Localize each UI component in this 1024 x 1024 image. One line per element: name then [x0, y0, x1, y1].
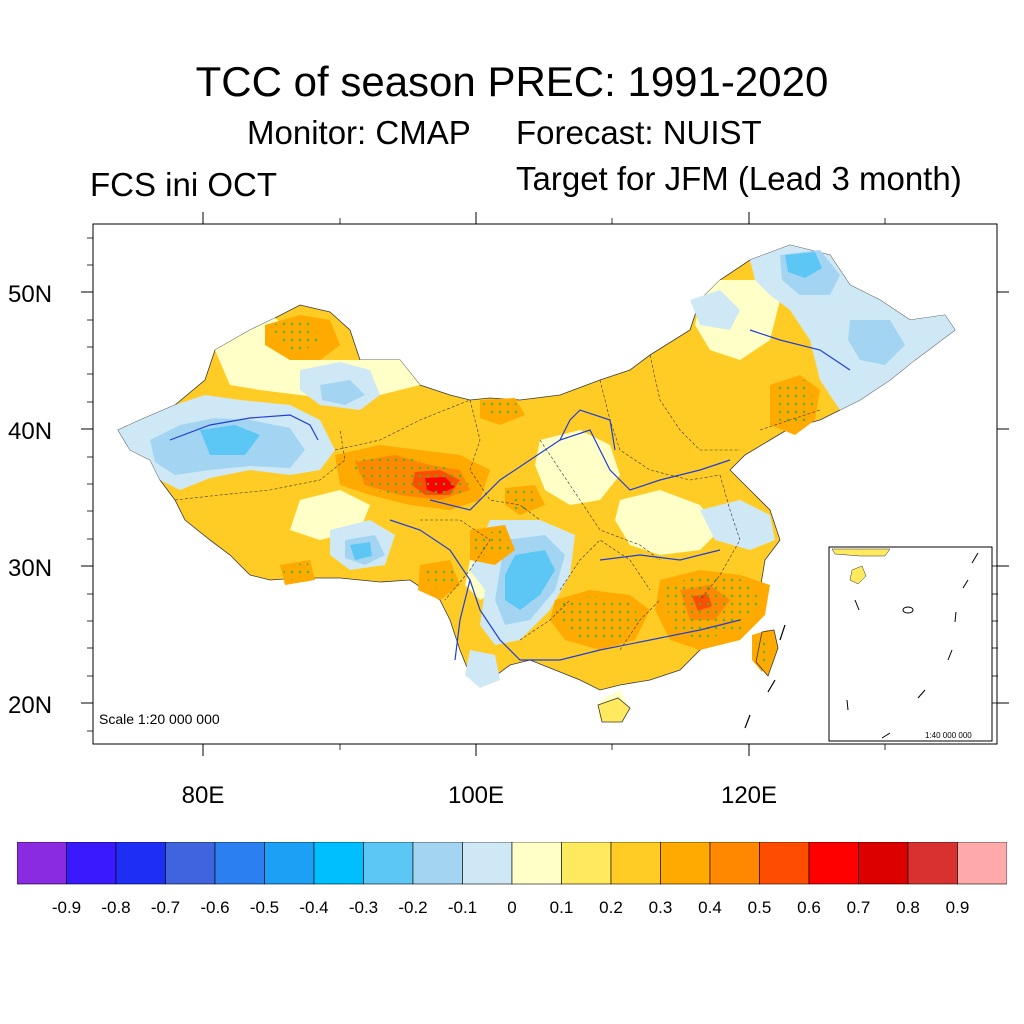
colorbar-swatch [165, 842, 216, 885]
hainan-island [597, 697, 631, 723]
colorbar-swatch [313, 842, 364, 885]
lat-ticks [81, 291, 1009, 704]
colorbar-swatch [412, 842, 463, 885]
colorbar [17, 842, 1007, 885]
lon-label-120e: 120E [720, 782, 778, 809]
init-label: FCS ini OCT [90, 166, 278, 203]
colorbar-tick-label: -0.7 [150, 898, 181, 917]
forecast-label: Forecast: NUIST [516, 114, 762, 151]
colorbar-swatch [858, 842, 909, 885]
colorbar-swatch [610, 842, 661, 885]
colorbar-swatch [561, 842, 612, 885]
lon-label-80e: 80E [181, 782, 225, 809]
plot-title: TCC of season PREC: 1991-2020 [195, 58, 829, 105]
colorbar-tick-label: -0.5 [249, 898, 280, 917]
lon-ticks [202, 212, 750, 756]
colorbar-tick-label: -0.8 [101, 898, 131, 917]
nine-dash-segments [744, 624, 786, 729]
colorbar-swatch [115, 842, 166, 885]
colorbar-tick-label: 0.7 [846, 898, 871, 917]
colorbar-tick-label: -0.2 [398, 898, 428, 917]
lat-label-50n: 50N [8, 281, 53, 308]
monitor-label: Monitor: CMAP [247, 114, 471, 151]
colorbar-tick-label: 0 [507, 898, 517, 917]
colorbar-swatch [264, 842, 315, 885]
south-china-sea-inset [828, 546, 998, 742]
colorbar-tick-label: -0.6 [200, 898, 230, 917]
colorbar-swatch [66, 842, 117, 885]
colorbar-tick-label: 0.4 [698, 898, 722, 917]
colorbar-swatch [511, 842, 562, 885]
rivers [169, 329, 851, 661]
colorbar-swatch [907, 842, 958, 885]
colorbar-tick-label: -0.9 [51, 898, 82, 917]
colorbar-swatch [462, 842, 513, 885]
colorbar-swatch [660, 842, 711, 885]
colorbar-tick-label: -0.3 [348, 898, 379, 917]
colorbar-tick-label: -0.1 [447, 898, 478, 917]
lat-label-30n: 30N [8, 555, 53, 582]
lat-label-20n: 20N [8, 692, 53, 719]
china-field [117, 244, 956, 725]
target-label: Target for JFM (Lead 3 month) [516, 160, 962, 197]
colorbar-swatch [363, 842, 414, 885]
colorbar-tick-label: 0.2 [599, 898, 623, 917]
colorbar-tick-label: 0.5 [747, 898, 772, 917]
colorbar-swatch [957, 842, 1007, 885]
colorbar-tick-label: 0.9 [945, 898, 970, 917]
colorbar-swatch [214, 842, 265, 885]
colorbar-tick-label: 0.1 [549, 898, 574, 917]
colorbar-swatch [17, 842, 67, 885]
inset-scale-label: 1:40 000 000 [925, 731, 972, 740]
main-scale-label: Scale 1:20 000 000 [99, 711, 220, 727]
colorbar-swatch [709, 842, 760, 885]
significance-stippling [270, 318, 815, 664]
colorbar-tick-label: -0.4 [299, 898, 329, 917]
province-boundaries [174, 354, 821, 651]
colorbar-swatch [808, 842, 859, 885]
lat-label-40n: 40N [8, 418, 53, 445]
colorbar-swatch [759, 842, 810, 885]
lon-label-100e: 100E [447, 782, 505, 809]
colorbar-tick-label: 0.3 [648, 898, 673, 917]
colorbar-tick-label: 0.6 [797, 898, 821, 917]
colorbar-tick-label: 0.8 [896, 898, 920, 917]
